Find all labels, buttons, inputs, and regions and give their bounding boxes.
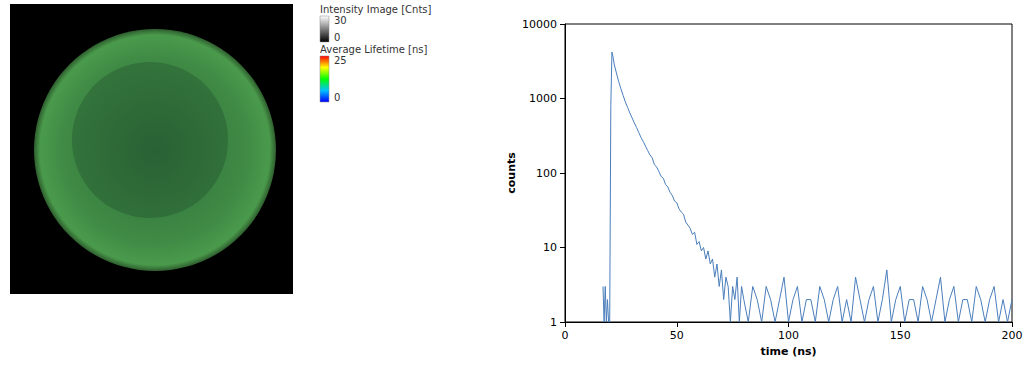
svg-text:1: 1: [550, 316, 557, 329]
svg-text:150: 150: [890, 329, 911, 342]
svg-text:1000: 1000: [529, 92, 557, 105]
svg-text:25: 25: [334, 55, 347, 66]
svg-text:Average Lifetime [ns]: Average Lifetime [ns]: [320, 44, 427, 55]
svg-text:100: 100: [536, 167, 557, 180]
svg-text:0: 0: [334, 92, 340, 103]
svg-text:time (ns): time (ns): [760, 345, 816, 358]
svg-text:counts: counts: [505, 152, 518, 194]
svg-text:0: 0: [562, 329, 569, 342]
svg-text:Intensity Image [Cnts]: Intensity Image [Cnts]: [320, 4, 432, 15]
svg-text:200: 200: [1002, 329, 1023, 342]
svg-text:10000: 10000: [522, 18, 557, 31]
svg-text:10: 10: [543, 241, 557, 254]
svg-text:0: 0: [334, 32, 340, 43]
svg-text:30: 30: [334, 15, 347, 26]
svg-text:50: 50: [670, 329, 684, 342]
svg-text:100: 100: [778, 329, 799, 342]
